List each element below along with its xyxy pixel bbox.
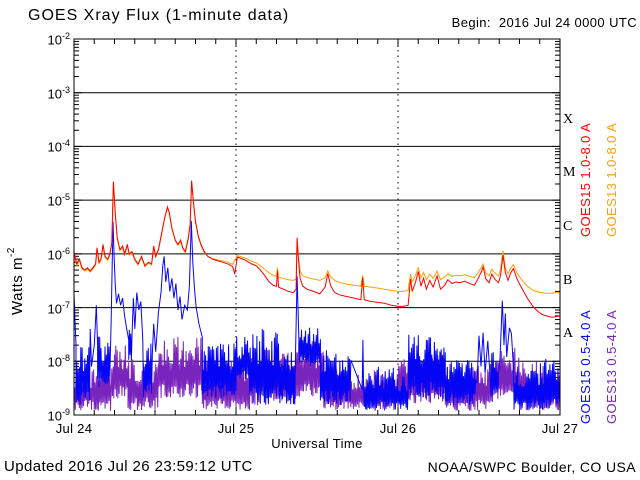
x-tick-label: Jul 26 xyxy=(379,421,417,436)
updated-timestamp: Updated 2016 Jul 26 23:59:12 UTC xyxy=(4,458,253,475)
legend-goes13-1-0-8-0-a: GOES13 1.0-8.0 A xyxy=(604,122,619,237)
legend-goes13-0-5-4-0-a: GOES13 0.5-4.0 A xyxy=(604,309,619,424)
y-axis-label: Watts m-2 xyxy=(6,165,26,315)
y-tick-label: 10-9 xyxy=(47,407,70,424)
y-tick-label: 10-7 xyxy=(47,299,70,316)
flare-class-label: X xyxy=(563,111,574,127)
plot-border xyxy=(73,38,561,416)
x-axis-label: Universal Time xyxy=(271,436,363,451)
x-tick-label: Jul 25 xyxy=(217,421,255,436)
y-tick-label: 10-6 xyxy=(47,245,70,263)
series-goes13-0-5-4-0-a xyxy=(73,336,561,411)
flare-class-label: A xyxy=(563,326,574,342)
credit-label: NOAA/SWPC Boulder, CO USA xyxy=(427,459,636,475)
series-goes15-0-5-4-0-a xyxy=(73,220,561,411)
flare-class-label: C xyxy=(563,219,573,234)
y-tick-label: 10-4 xyxy=(47,138,70,155)
series-goes13-1-0-8-0-a xyxy=(73,181,560,294)
x-tick-label: Jul 24 xyxy=(55,421,93,436)
begin-time-label: Begin: 2016 Jul 24 0000 UTC xyxy=(451,15,637,30)
y-tick-label: 10-2 xyxy=(47,31,70,48)
legend-goes15-1-0-8-0-a: GOES15 1.0-8.0 A xyxy=(578,122,593,237)
flare-class-label: M xyxy=(563,165,576,181)
series-goes15-1-0-8-0-a xyxy=(73,180,561,318)
x-tick-label: Jul 27 xyxy=(541,421,579,436)
chart-title: GOES Xray Flux (1-minute data) xyxy=(28,7,290,24)
legend-goes15-0-5-4-0-a: GOES15 0.5-4.0 A xyxy=(578,309,593,424)
y-axis-label-text: Watts m xyxy=(9,257,26,315)
y-axis-label-exponent: -2 xyxy=(6,247,17,258)
y-tick-label: 10-8 xyxy=(47,353,70,370)
y-tick-label: 10-5 xyxy=(47,192,70,209)
y-tick-label: 10-3 xyxy=(47,84,70,102)
flare-class-label: B xyxy=(563,272,573,288)
